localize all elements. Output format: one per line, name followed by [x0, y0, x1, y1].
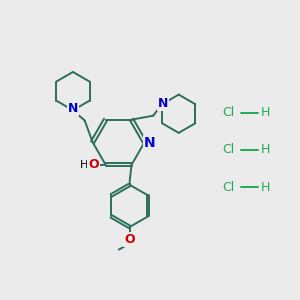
- Text: Cl: Cl: [222, 143, 235, 157]
- Text: N: N: [68, 102, 78, 115]
- Text: N: N: [144, 136, 156, 150]
- Text: H: H: [261, 143, 271, 157]
- Text: H: H: [261, 106, 271, 119]
- Text: N: N: [158, 97, 168, 110]
- Text: Cl: Cl: [222, 181, 235, 194]
- Text: Cl: Cl: [222, 106, 235, 119]
- Text: O: O: [88, 158, 99, 171]
- Text: O: O: [124, 233, 135, 246]
- Text: H: H: [261, 181, 271, 194]
- Text: H: H: [80, 160, 88, 170]
